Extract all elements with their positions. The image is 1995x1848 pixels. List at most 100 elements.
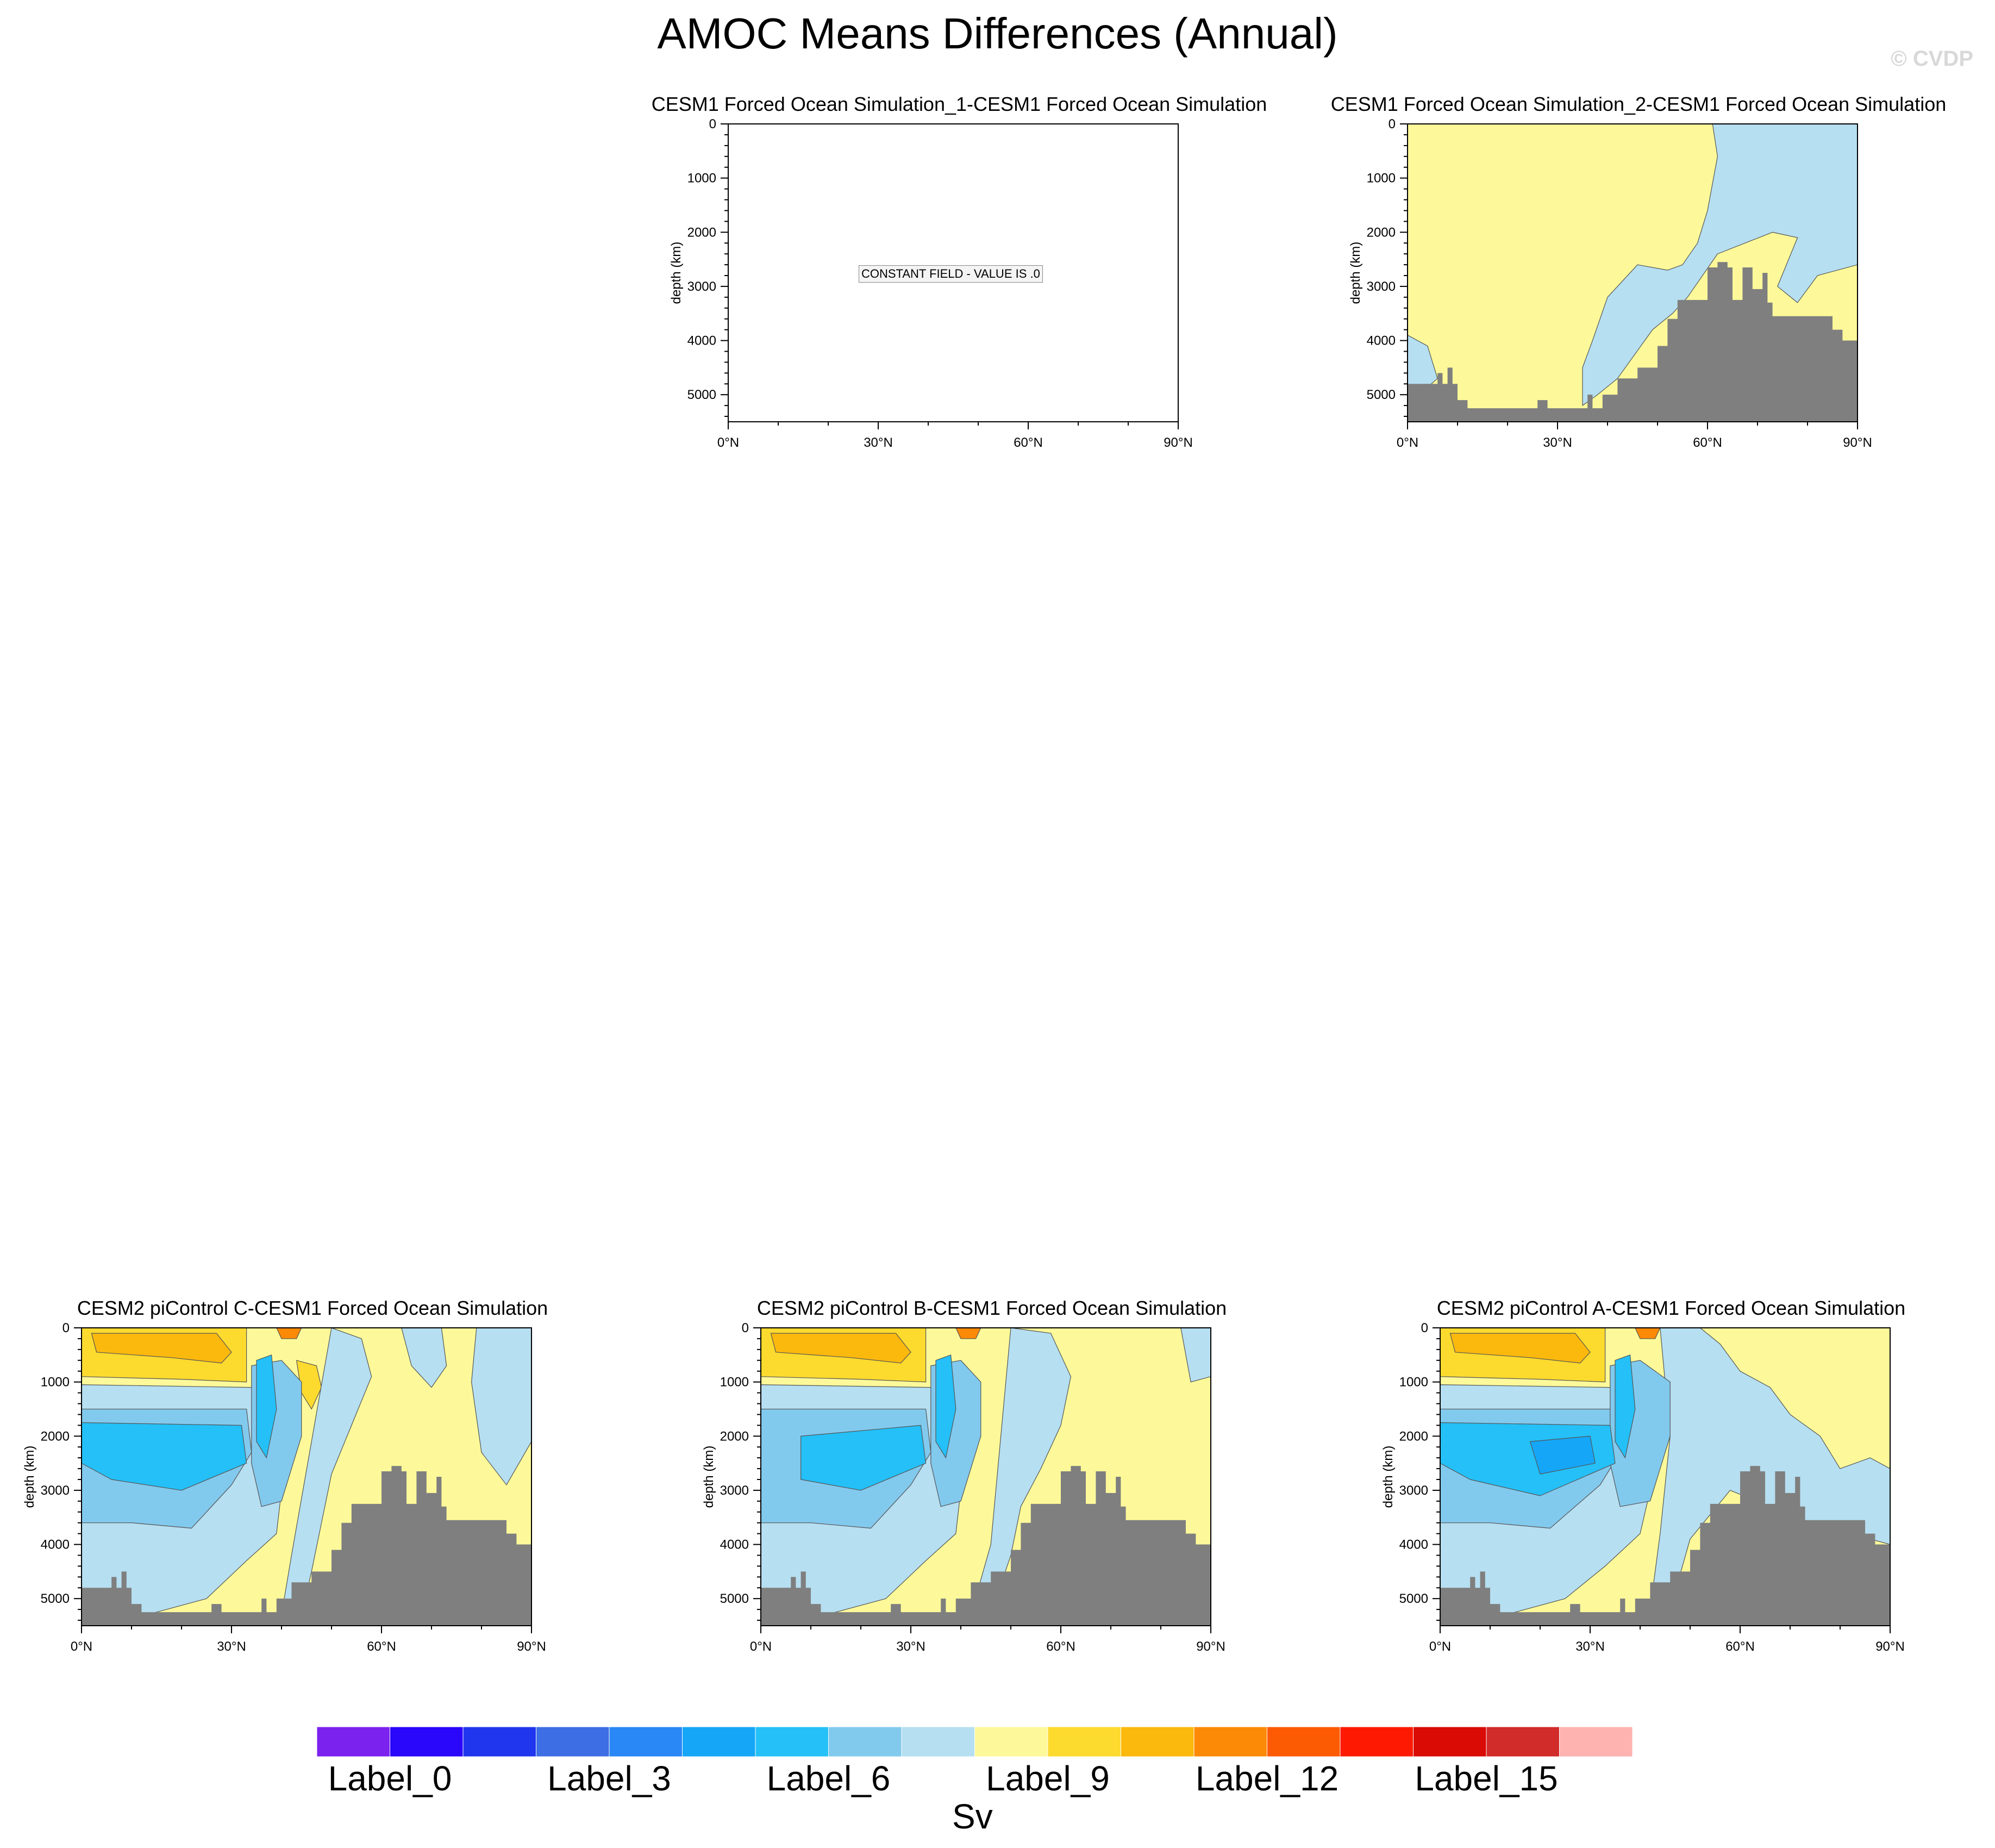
contour-region-level-11: [91, 1333, 232, 1364]
plot-svg: 0 1000 2000 3000 4000 5000 0°N 30°N 60°N 90°N: [1367, 117, 1872, 450]
colorbar-swatch: [1413, 1726, 1487, 1757]
constant-field-label: CONSTANT FIELD - VALUE IS .0: [859, 265, 1043, 283]
y-tick-label: 2000: [1367, 225, 1396, 240]
colorbar-swatch: [974, 1726, 1048, 1757]
y-tick-label: 1000: [687, 171, 716, 186]
contour-region-level-6: [800, 1425, 927, 1491]
contour-region-level-6: [1615, 1354, 1636, 1458]
contour-region-level-12: [1635, 1328, 1661, 1339]
y-tick-label: 2000: [41, 1429, 70, 1444]
x-tick-label: 0°N: [750, 1639, 772, 1654]
x-tick-label: 30°N: [864, 435, 893, 450]
colorbar-swatch: [462, 1726, 536, 1757]
colorbar-swatch: [901, 1726, 975, 1757]
y-tick-label: 5000: [720, 1591, 749, 1606]
colorbar-swatch: [1340, 1726, 1414, 1757]
y-tick-label: 2000: [687, 225, 716, 240]
x-tick-label: 60°N: [1725, 1639, 1755, 1654]
panel-title: CESM2 piControl C-CESM1 Forced Ocean Sim…: [77, 1297, 548, 1319]
axes-frame: [1440, 1327, 1891, 1626]
x-tick-label: 0°N: [71, 1639, 92, 1654]
y-tick-label: 4000: [41, 1538, 70, 1552]
panel-forced-sim-1: CESM1 Forced Ocean Simulation_1-CESM1 Fo…: [647, 92, 1272, 527]
x-tick-label: 30°N: [1543, 435, 1572, 450]
colorbar-label: Label_6: [766, 1759, 891, 1798]
y-tick-label: 3000: [1399, 1483, 1428, 1498]
contour-region-level-12: [276, 1328, 302, 1339]
contour-region-level-8: [401, 1328, 447, 1388]
y-tick-label: 4000: [720, 1538, 749, 1552]
x-tick-label: 30°N: [896, 1639, 925, 1654]
plot-svg: 0 1000 2000 3000 4000 5000 0°N 30°N 60°N 90°N: [1399, 1321, 1905, 1654]
panel-cesm2-picontrol-b: CESM2 piControl B-CESM1 Forced Ocean Sim…: [679, 1296, 1304, 1731]
colorbar-swatch: [1559, 1726, 1633, 1757]
axes-frame: [1407, 123, 1858, 422]
panel-title: CESM1 Forced Ocean Simulation_1-CESM1 Fo…: [651, 93, 1267, 115]
plot-svg: 0 1000 2000 3000 4000 5000 0°N 30°N 60°N 90°N: [720, 1321, 1225, 1654]
contour-region-level-6: [82, 1422, 247, 1491]
y-tick-label: 0: [1389, 117, 1396, 132]
y-tick-label: 0: [62, 1321, 70, 1335]
colorbar-label: Label_15: [1415, 1759, 1558, 1798]
y-tick-label: 3000: [1367, 279, 1396, 294]
x-tick-label: 60°N: [1014, 435, 1043, 450]
y-tick-label: 5000: [1367, 388, 1396, 402]
watermark: © CVDP: [1891, 47, 1973, 71]
colorbar-label: Label_0: [328, 1759, 452, 1798]
contour-region-level-5: [1530, 1435, 1596, 1475]
x-tick-label: 90°N: [1875, 1639, 1905, 1654]
y-tick-label: 0: [709, 117, 716, 132]
panel-title: CESM1 Forced Ocean Simulation_2-CESM1 Fo…: [1330, 93, 1947, 115]
y-tick-label: 3000: [41, 1483, 70, 1498]
contour-region-level-12: [955, 1328, 981, 1339]
colorbar-swatch: [755, 1726, 829, 1757]
panel-cesm2-picontrol-c: CESM2 piControl C-CESM1 Forced Ocean Sim…: [0, 1296, 625, 1731]
colorbar-swatch: [1486, 1726, 1560, 1757]
contour-region-level-11: [770, 1333, 911, 1364]
panel-title: CESM2 piControl A-CESM1 Forced Ocean Sim…: [1436, 1297, 1906, 1319]
y-tick-label: 3000: [720, 1483, 749, 1498]
x-tick-label: 90°N: [1196, 1639, 1225, 1654]
contour-region-level-6: [935, 1354, 956, 1458]
plot-svg: 0 1000 2000 3000 4000 5000 0°N 30°N 60°N 90°N: [687, 117, 1193, 450]
axes-frame: [728, 123, 1179, 422]
colorbar-units: Sv: [952, 1797, 993, 1836]
x-tick-label: 90°N: [1843, 435, 1872, 450]
colorbar-swatch: [682, 1726, 756, 1757]
y-tick-label: 2000: [720, 1429, 749, 1444]
x-tick-label: 0°N: [717, 435, 739, 450]
colorbar-label: Label_3: [547, 1759, 671, 1798]
x-tick-label: 0°N: [1429, 1639, 1451, 1654]
panel-title: CESM2 piControl B-CESM1 Forced Ocean Sim…: [756, 1297, 1227, 1319]
colorbar-swatch: [390, 1726, 464, 1757]
axes-frame: [81, 1327, 532, 1626]
colorbar-swatch: [1121, 1726, 1195, 1757]
contour-region-level-8: [281, 1328, 372, 1615]
y-tick-label: 5000: [41, 1591, 70, 1606]
panel-cesm2-picontrol-a: CESM2 piControl A-CESM1 Forced Ocean Sim…: [1359, 1296, 1984, 1731]
y-tick-label: 3000: [687, 279, 716, 294]
y-tick-label: 1000: [1399, 1375, 1428, 1390]
y-tick-label: 4000: [1367, 334, 1396, 348]
x-tick-label: 0°N: [1397, 435, 1418, 450]
colorbar-swatch: [828, 1726, 902, 1757]
contour-region-level-8: [1582, 124, 1858, 406]
contour-region-level-6: [256, 1354, 277, 1458]
y-tick-label: 1000: [1367, 171, 1396, 186]
y-tick-label: 5000: [687, 388, 716, 402]
y-tick-label: 1000: [41, 1375, 70, 1390]
colorbar-swatch: [536, 1726, 610, 1757]
bathymetry-mask: [761, 1452, 1211, 1626]
x-tick-label: 60°N: [1046, 1639, 1075, 1654]
x-tick-label: 60°N: [367, 1639, 396, 1654]
x-tick-label: 60°N: [1693, 435, 1722, 450]
x-tick-label: 90°N: [517, 1639, 546, 1654]
colorbar-swatch: [1047, 1726, 1121, 1757]
x-tick-label: 30°N: [217, 1639, 246, 1654]
contour-region-level-8: [471, 1328, 531, 1485]
contour-region-level-11: [1449, 1333, 1591, 1364]
colorbar-label: Label_9: [986, 1759, 1110, 1798]
x-tick-label: 90°N: [1164, 435, 1193, 450]
colorbar-swatch: [609, 1726, 683, 1757]
y-tick-label: 0: [1421, 1321, 1428, 1335]
